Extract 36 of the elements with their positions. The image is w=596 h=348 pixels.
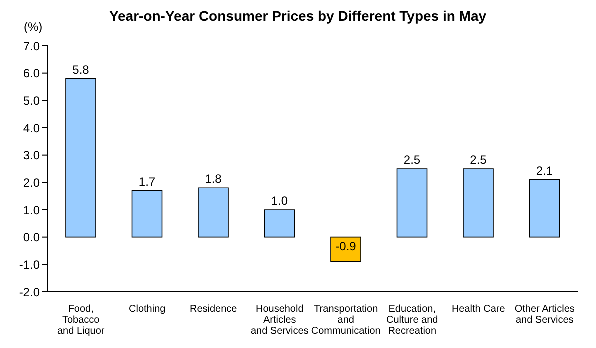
data-label: 5.8 <box>72 62 90 77</box>
x-tick-label: Transportation and Communication <box>311 304 381 337</box>
bar <box>132 190 163 238</box>
y-tick-label: 0.0 <box>23 230 40 245</box>
data-label: -0.9 <box>336 239 357 254</box>
bar <box>66 78 96 238</box>
x-tick-label: Clothing <box>129 304 166 315</box>
y-tick-label: 4.0 <box>23 121 40 136</box>
x-tick-label: Health Care <box>452 304 506 315</box>
x-tick-label: Other Articles and Services <box>514 304 575 326</box>
bar <box>264 210 296 238</box>
x-tick-label: Household Articles and Services <box>250 304 309 337</box>
x-tick-label: Residence <box>190 304 238 315</box>
y-tick-label: 3.0 <box>23 148 40 163</box>
data-label: 1.7 <box>138 174 156 189</box>
y-tick-label: 1.0 <box>23 203 40 218</box>
data-label: 2.5 <box>470 153 488 167</box>
data-label: 1.0 <box>271 194 288 208</box>
y-tick-label: 7.0 <box>23 39 40 54</box>
y-tick-label: 5.0 <box>23 94 40 108</box>
data-label: 2.5 <box>404 153 421 167</box>
y-tick-label: 2.0 <box>23 176 40 190</box>
data-label: 2.1 <box>536 164 554 178</box>
y-axis-title: (%) <box>24 20 43 34</box>
y-tick-label: -2.0 <box>19 285 40 300</box>
x-tick-label: Education, Culture and Recreation <box>386 304 438 337</box>
bar <box>396 168 428 238</box>
bar <box>330 236 362 262</box>
y-tick-label: -1.0 <box>19 258 40 272</box>
bar <box>463 168 494 238</box>
data-label: 1.8 <box>205 172 222 186</box>
bar <box>198 188 229 238</box>
y-tick-label: 6.0 <box>23 66 40 81</box>
chart-title: Year-on-Year Consumer Prices by Different Types in May <box>109 8 487 24</box>
bar <box>529 180 560 238</box>
x-tick-label: Food, Tobacco and Liquor <box>57 304 106 337</box>
